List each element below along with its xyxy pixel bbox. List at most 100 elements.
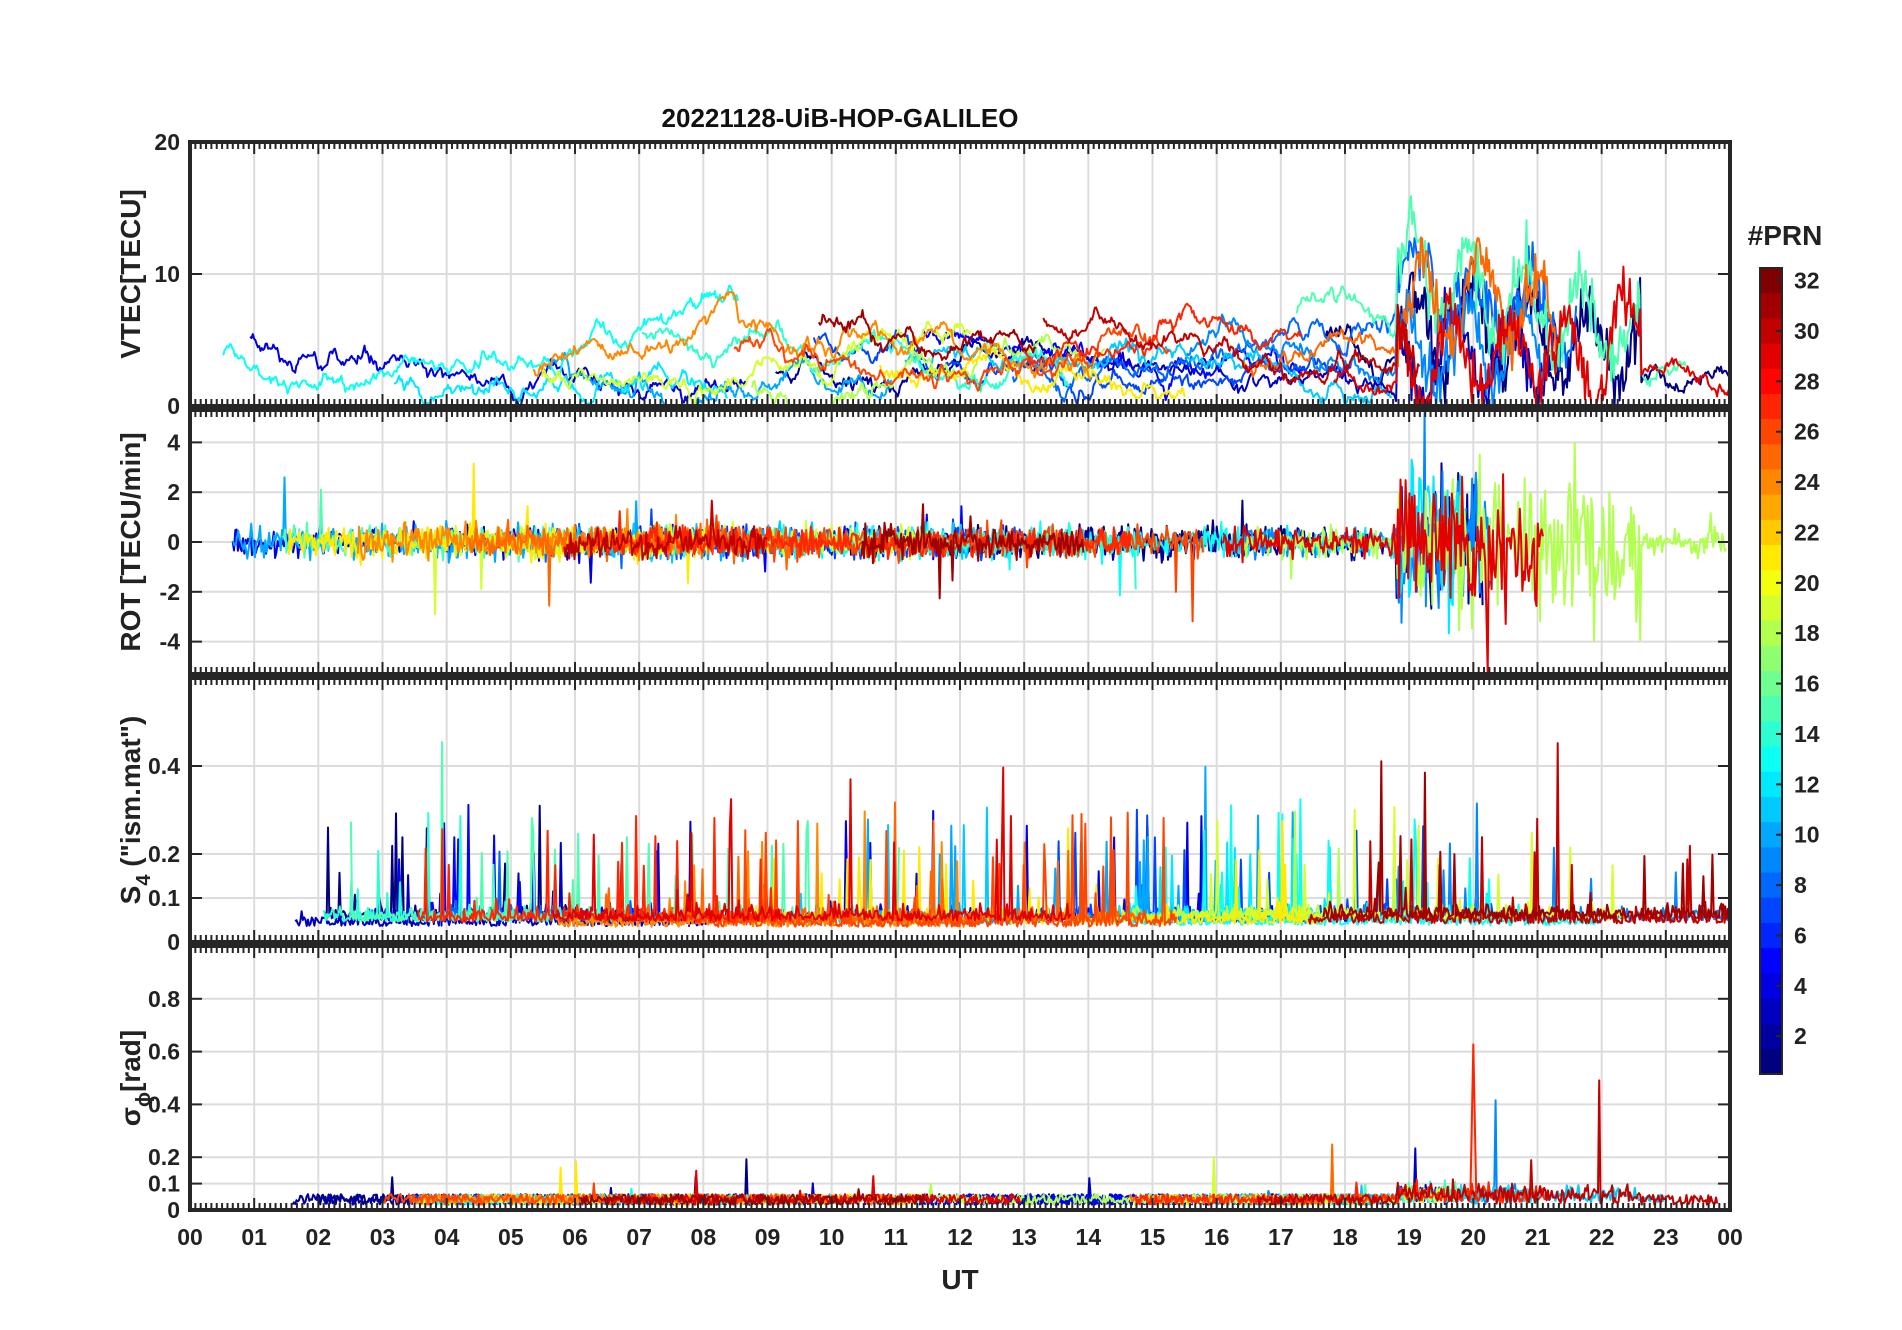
panel-rot: -4 -2 0 2 4 ROT [TECU/min] — [115, 408, 1732, 676]
x-tick-label: 19 — [1396, 1224, 1422, 1250]
x-tick-label: 12 — [947, 1224, 973, 1250]
colorbar-segment — [1760, 595, 1782, 622]
colorbar-segment — [1760, 293, 1782, 319]
series-line-prn-15 — [1295, 195, 1687, 388]
series-line-prn-18 — [1241, 441, 1728, 642]
colorbar-tick-label: 14 — [1794, 721, 1820, 747]
colorbar-segment — [1760, 746, 1782, 773]
x-tick-label: 20 — [1461, 1224, 1487, 1250]
x-tick-label: 22 — [1589, 1224, 1615, 1250]
x-tick-label: 15 — [1140, 1224, 1166, 1250]
colorbar-segment — [1760, 696, 1782, 722]
y-tick-label: 0.2 — [148, 1144, 180, 1170]
x-tick-label: 06 — [562, 1224, 588, 1250]
panel-vtec-traces — [222, 195, 1730, 406]
colorbar-segment — [1760, 645, 1782, 672]
y-tick-label: 0 — [167, 929, 180, 955]
colorbar-segment — [1760, 872, 1782, 899]
x-tick-label: 01 — [241, 1224, 267, 1250]
colorbar-segment — [1760, 822, 1782, 848]
series-line-prn-26 — [694, 811, 1178, 928]
x-axis-label: UT — [941, 1264, 978, 1295]
y-tick-label: 4 — [167, 429, 180, 455]
colorbar-segment — [1760, 1048, 1782, 1075]
colorbar-segment — [1760, 922, 1782, 949]
y-axis-label-sigma_phi: σϕ[rad] — [115, 1030, 155, 1126]
x-tick-label: 00 — [1717, 1224, 1743, 1250]
panel-sigma_phi: 00.10.2 0.4 0.6 0.8 σϕ[rad] — [115, 944, 1732, 1223]
panel-vtec: 0 10 20 VTEC[TECU] — [115, 129, 1732, 419]
colorbar-tick-label: 20 — [1794, 570, 1820, 596]
colorbar-segment — [1760, 494, 1782, 521]
series-line-prn-19 — [540, 320, 972, 406]
x-tick-label: 03 — [370, 1224, 396, 1250]
colorbar-tick-label: 10 — [1794, 822, 1820, 848]
series-line-prn-8 — [1011, 237, 1578, 403]
y-axis-label-s4: S4 ("ism.mat") — [115, 716, 155, 905]
x-tick-label: 08 — [691, 1224, 717, 1250]
colorbar-tick-label: 18 — [1794, 620, 1820, 646]
colorbar-label: #PRN — [1748, 220, 1823, 251]
colorbar-segment — [1760, 444, 1782, 470]
colorbar-segment — [1760, 469, 1782, 496]
x-tick-labels: 00 01 02 03 04 05 06 07 08 09 10 11 12 13 14 15 16 17 18 19… — [177, 1224, 1743, 1250]
colorbar-tick-label: 26 — [1794, 419, 1820, 445]
series-line-prn-30 — [1042, 303, 1421, 385]
colorbar-segment — [1760, 998, 1782, 1025]
colorbar-segment — [1760, 393, 1782, 420]
series-line-prn-26 — [733, 323, 1170, 392]
series-line-prn-13 — [222, 284, 739, 395]
series-line-prn-3 — [1025, 286, 1558, 406]
colorbar-tick-label: 6 — [1794, 922, 1807, 948]
x-tick-label: 00 — [177, 1224, 203, 1250]
y-tick-label: 0 — [167, 529, 180, 555]
y-axis-label-vtec: VTEC[TECU] — [115, 189, 146, 359]
panel-rot-traces — [231, 410, 1728, 674]
colorbar-tick-label: 24 — [1794, 469, 1820, 495]
y-axis-label-main: σ — [115, 1107, 146, 1126]
colorbar-segment — [1760, 419, 1782, 445]
series-line-prn-24 — [532, 291, 1092, 380]
y-tick-label: 0.4 — [148, 1091, 180, 1117]
y-tick-label: 10 — [154, 261, 180, 287]
chart-title: 20221128-UiB-HOP-GALILEO — [662, 103, 1019, 133]
panel-s4: 00.10.20.4S4 ("ism.mat") — [115, 676, 1732, 955]
colorbar-segment — [1760, 519, 1782, 546]
colorbar-tick-label: 28 — [1794, 368, 1820, 394]
y-tick-label: 0.4 — [148, 753, 180, 779]
y-tick-label: 20 — [154, 129, 180, 155]
series-line-prn-31 — [578, 1188, 929, 1206]
panel-s4-traces — [294, 741, 1730, 928]
y-axis-label-rest: ("ism.mat") — [115, 716, 146, 875]
y-axis-label-rot: ROT [TECU/min] — [115, 432, 146, 651]
colorbar-tick-label: 4 — [1794, 973, 1807, 999]
series-line-prn-30 — [563, 499, 768, 561]
series-line-prn-18 — [751, 333, 1106, 406]
series-line-prn-29 — [1222, 473, 1544, 674]
y-axis-label-main: S — [115, 886, 146, 905]
colorbar-segment — [1760, 268, 1782, 294]
colorbar-segment — [1760, 1023, 1782, 1050]
colorbar: 32 30 28 26 24 22 20 18 16 14 12 10 8 6 4 2 — [1759, 267, 1820, 1075]
colorbar-segment — [1760, 368, 1782, 395]
panel-rot-ticks — [189, 410, 1731, 674]
panel-s4-ticks — [189, 678, 1731, 943]
x-tick-label: 09 — [755, 1224, 781, 1250]
series-line-prn-12 — [393, 361, 729, 406]
y-tick-label: 0 — [167, 1197, 180, 1223]
panel-vtec-ticks — [189, 141, 1731, 407]
colorbar-segment — [1760, 796, 1782, 823]
series-line-prn-31 — [817, 309, 1037, 361]
sigma-phi-peak — [1469, 1043, 1478, 1200]
y-tick-label: 0.8 — [148, 986, 180, 1012]
colorbar-frame — [1759, 267, 1783, 1075]
series-line-prn-27 — [1023, 302, 1303, 367]
y-tick-label: 0.2 — [148, 841, 180, 867]
colorbar-segment — [1760, 771, 1782, 798]
x-tick-label: 18 — [1332, 1224, 1358, 1250]
x-tick-label: 05 — [498, 1224, 524, 1250]
y-tick-label: 0.1 — [148, 1171, 180, 1197]
colorbar-segment — [1760, 671, 1782, 697]
